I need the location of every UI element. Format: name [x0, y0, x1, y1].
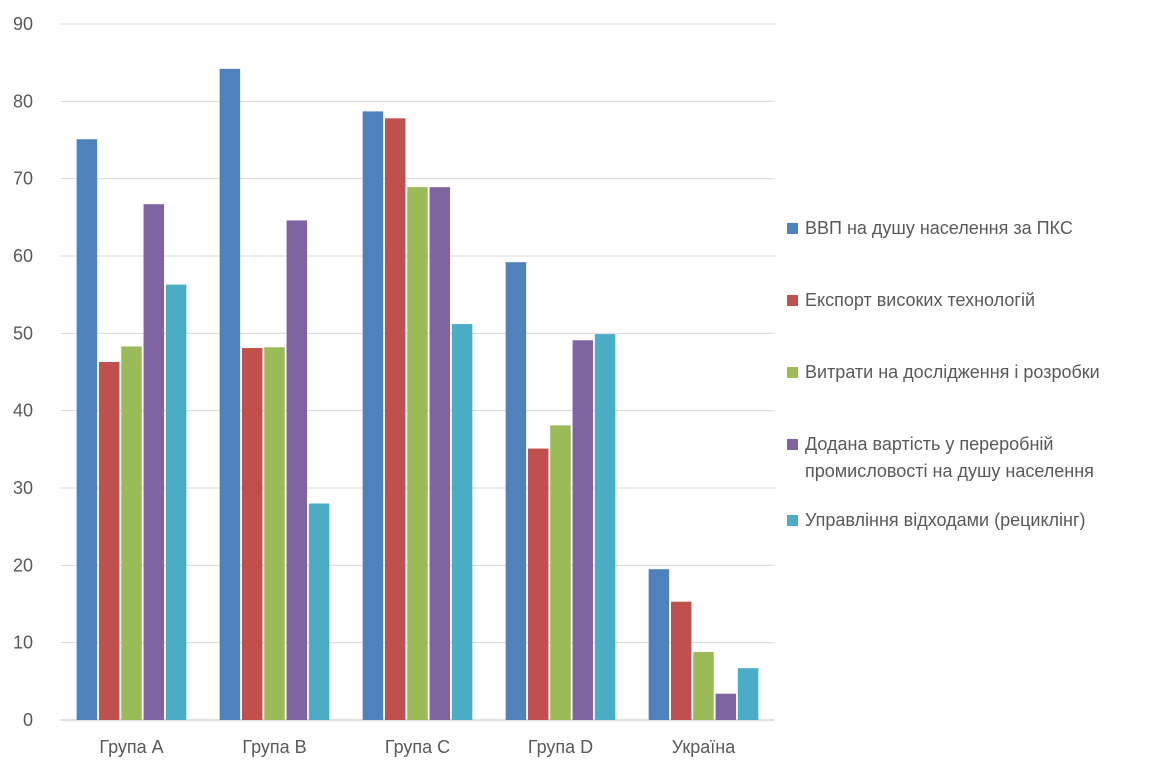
bar [241, 348, 263, 720]
bar [670, 601, 692, 720]
plot-area: 0 10 20 30 40 50 60 70 80 90 Група A Група B Група C… [13, 14, 775, 757]
y-tick-label: 10 [13, 633, 33, 653]
x-tick-label: Група D [528, 737, 593, 757]
bar [550, 425, 571, 720]
x-tick-label: Група B [242, 737, 306, 757]
y-tick-label: 90 [13, 14, 33, 34]
bar [384, 118, 406, 720]
y-tick-label: 60 [13, 246, 33, 266]
bar [451, 324, 473, 720]
legend-swatch [787, 367, 798, 378]
y-tick-label: 20 [13, 555, 33, 575]
legend-label: Експорт високих технологій [805, 290, 1036, 310]
legend-swatch [787, 223, 798, 234]
bar [407, 187, 428, 720]
bar [648, 569, 670, 720]
y-tick-label: 80 [13, 91, 33, 111]
bar [165, 284, 187, 720]
legend-item: Додана вартість у переробній промисловос… [787, 431, 1175, 485]
bar [76, 139, 98, 720]
legend-item: Витрати на дослідження і розробки [787, 359, 1175, 386]
legend-item: Експорт високих технологій [787, 287, 1175, 314]
legend-label: Управління відходами (рециклінг) [805, 510, 1086, 530]
legend-item: Управління відходами (рециклінг) [787, 507, 1175, 534]
bar [715, 693, 737, 720]
legend-label: Витрати на дослідження і розробки [805, 362, 1100, 382]
legend-swatch [787, 439, 798, 450]
x-tick-label: Група C [385, 737, 450, 757]
bar [594, 334, 616, 720]
y-tick-label: 0 [23, 710, 33, 730]
bar [308, 503, 330, 720]
bar [572, 340, 594, 720]
bar [143, 204, 165, 721]
legend-label: ВВП на душу населення за ПКС [805, 218, 1073, 238]
bar [264, 347, 285, 720]
y-tick-label: 30 [13, 478, 33, 498]
bar [693, 651, 714, 720]
legend-item: ВВП на душу населення за ПКС [787, 215, 1175, 242]
bar [527, 448, 549, 720]
bar [121, 346, 142, 720]
x-tick-label: Група A [99, 737, 163, 757]
bar [98, 361, 120, 720]
bar [286, 220, 308, 720]
legend: ВВП на душу населення за ПКС Експорт висо… [787, 0, 1175, 761]
legend-swatch [787, 295, 798, 306]
legend-swatch [787, 515, 798, 526]
bar [362, 111, 384, 721]
bar [505, 262, 527, 720]
y-tick-label: 50 [13, 323, 33, 343]
x-tick-label: Україна [672, 737, 736, 757]
legend-label: Додана вартість у переробній промисловос… [805, 434, 1094, 481]
bar [219, 68, 241, 720]
y-tick-label: 70 [13, 169, 33, 189]
bar [429, 187, 451, 720]
bar [737, 668, 759, 720]
y-tick-label: 40 [13, 401, 33, 421]
